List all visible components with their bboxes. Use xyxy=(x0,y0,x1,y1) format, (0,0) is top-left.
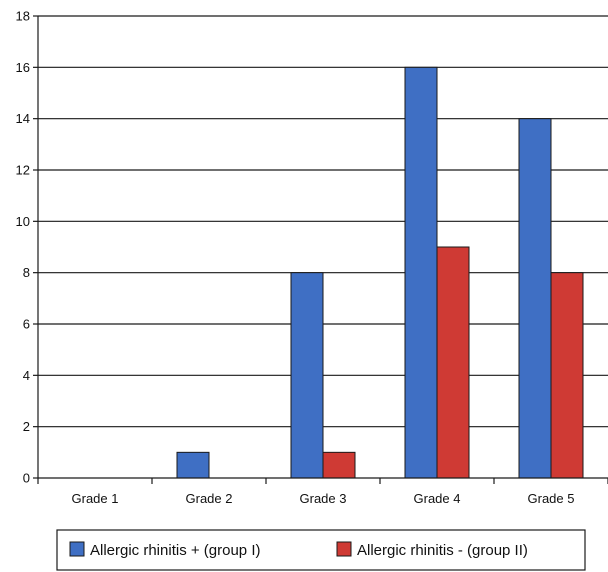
gridlines xyxy=(38,15,608,428)
y-tick-label: 4 xyxy=(23,368,30,383)
bar-group-1-grade-4 xyxy=(404,66,438,479)
legend-swatch xyxy=(69,541,85,557)
legend-box xyxy=(56,529,586,571)
bar-group-1-grade-5 xyxy=(518,118,552,479)
axes xyxy=(33,15,608,484)
legend: Allergic rhinitis + (group I) Allergic rh… xyxy=(56,529,586,571)
x-tick-label: Grade 5 xyxy=(528,491,575,506)
x-tick-label: Grade 2 xyxy=(186,491,233,506)
y-tick-label: 14 xyxy=(16,111,30,126)
bars xyxy=(176,66,584,479)
x-tick-label: Grade 3 xyxy=(300,491,347,506)
legend-swatch xyxy=(336,541,352,557)
y-tick-label: 0 xyxy=(23,471,30,486)
bar-group-2-grade-4 xyxy=(436,246,470,479)
legend-label: Allergic rhinitis - (group II) xyxy=(357,542,528,559)
y-tick-label: 16 xyxy=(16,60,30,75)
y-axis-tick-labels: 0 2 4 6 8 10 12 14 16 18 xyxy=(16,9,30,486)
bar-group-2-grade-5 xyxy=(550,272,584,479)
x-tick-label: Grade 1 xyxy=(72,491,119,506)
bar-group-1-grade-3 xyxy=(290,272,324,479)
bar-group-1-grade-2 xyxy=(176,451,210,479)
y-tick-label: 8 xyxy=(23,265,30,280)
y-tick-label: 2 xyxy=(23,419,30,434)
x-tick-label: Grade 4 xyxy=(414,491,461,506)
bar-group-2-grade-3 xyxy=(322,451,356,479)
legend-label: Allergic rhinitis + (group I) xyxy=(90,542,260,559)
y-tick-label: 12 xyxy=(16,163,30,178)
y-tick-label: 6 xyxy=(23,317,30,332)
y-tick-label: 10 xyxy=(16,214,30,229)
x-axis-tick-labels: Grade 1 Grade 2 Grade 3 Grade 4 Grade 5 xyxy=(72,491,575,506)
y-tick-label: 18 xyxy=(16,9,30,24)
